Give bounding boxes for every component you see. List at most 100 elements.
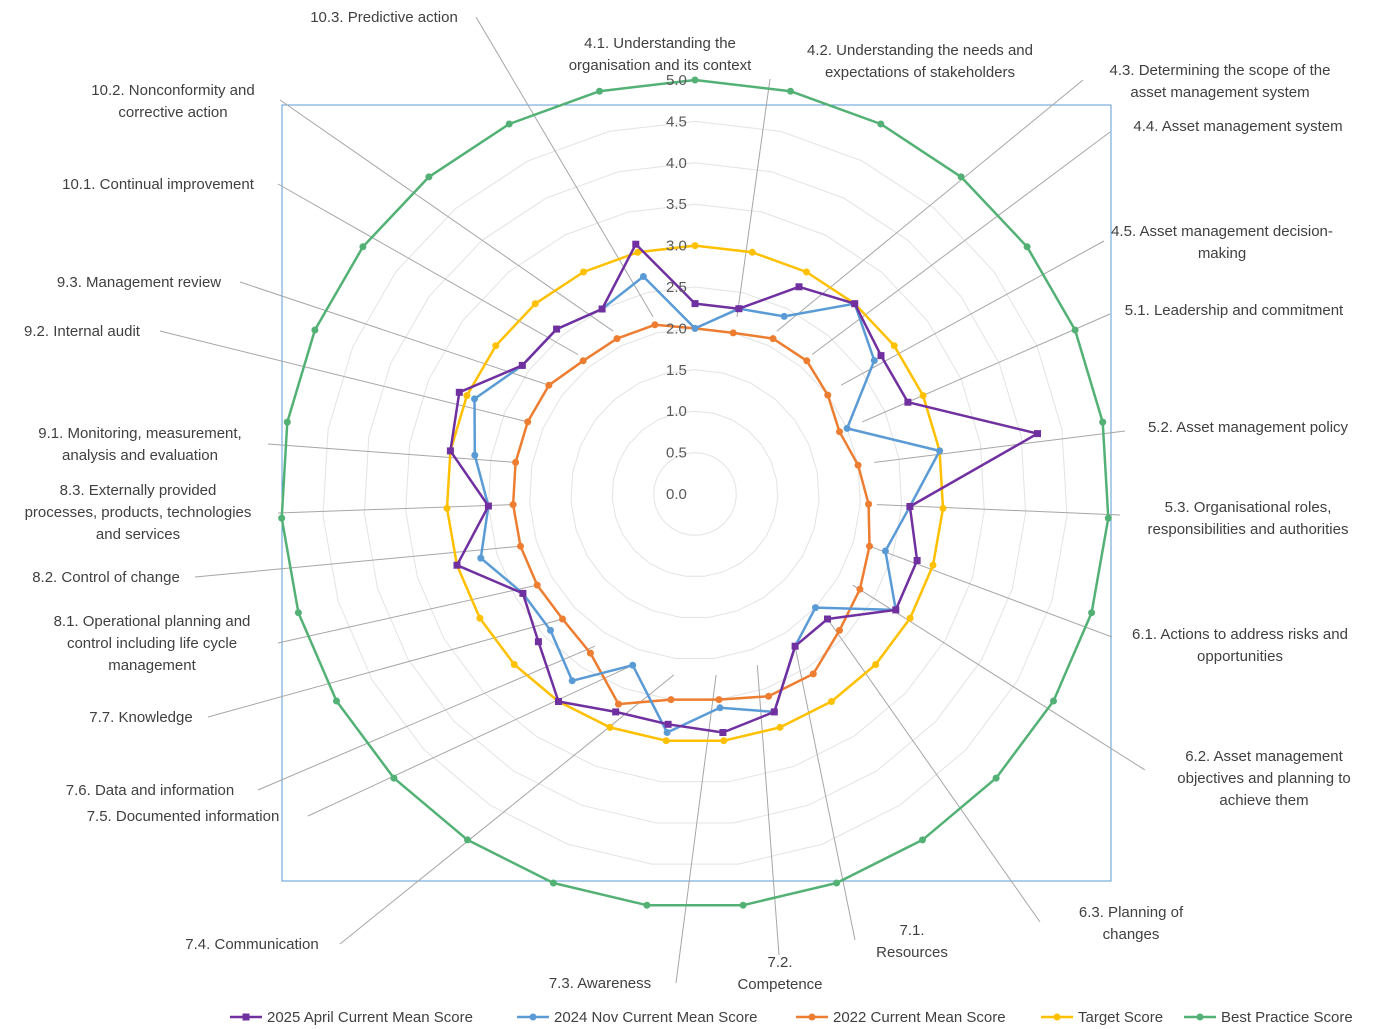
data-point — [836, 626, 843, 634]
category-label-line: 7.5. Documented information — [87, 808, 280, 825]
data-point — [586, 649, 594, 657]
radial-tick-label: 4.5 — [666, 113, 687, 130]
gridline-ring — [611, 410, 779, 577]
gridline-ring — [653, 452, 737, 536]
gridline-ring — [487, 286, 903, 701]
radial-tick-label: 2.5 — [666, 279, 687, 296]
gridline-ring — [322, 120, 1068, 865]
data-point — [464, 836, 471, 844]
data-point — [311, 326, 319, 334]
data-point — [517, 542, 524, 550]
data-point — [547, 626, 554, 634]
category-label-line: 10.2. Nonconformity and — [91, 82, 254, 99]
data-point — [278, 514, 286, 522]
category-label: 10.2. Nonconformity and corrective action — [91, 82, 254, 121]
data-point — [359, 243, 367, 251]
series-line — [511, 323, 871, 706]
data-point — [748, 248, 756, 256]
category-label-line: 4.3. Determining the scope of the — [1110, 62, 1331, 79]
data-point — [471, 451, 479, 459]
category-label: 4.5. Asset management decision-making — [1111, 223, 1333, 262]
data-point — [890, 342, 898, 350]
radar-gridlines — [281, 79, 1109, 906]
data-point — [505, 120, 513, 128]
data-point — [613, 335, 621, 343]
category-label-line: control including life cycle — [67, 635, 237, 652]
data-point — [463, 392, 471, 400]
legend-label: Best Practice Score — [1221, 1009, 1353, 1026]
category-label-line: 6.1. Actions to address risks and — [1132, 626, 1348, 643]
category-label-line: 8.1. Operational planning and — [54, 613, 251, 630]
data-point — [568, 677, 576, 685]
category-label: 9.2. Internal audit — [24, 323, 141, 340]
category-label-line: Competence — [737, 976, 822, 993]
category-label-line: objectives and planning to — [1177, 770, 1350, 787]
data-point — [803, 357, 811, 365]
legend-marker — [1053, 1013, 1061, 1021]
radial-tick-label: 3.0 — [666, 238, 687, 255]
data-point — [729, 329, 737, 337]
radial-tick-label: 0.0 — [666, 486, 687, 503]
radial-tick-label: 0.5 — [666, 445, 687, 462]
data-point — [866, 542, 873, 550]
legend-marker — [242, 1013, 250, 1021]
category-label-line: 8.3. Externally provided — [60, 482, 217, 499]
data-point — [663, 729, 671, 736]
legend-label: 2022 Current Mean Score — [833, 1009, 1006, 1026]
leader-line — [277, 183, 579, 355]
legend-label: 2025 April Current Mean Score — [267, 1009, 473, 1026]
data-point — [691, 300, 699, 308]
data-point — [824, 615, 831, 623]
series-group — [278, 76, 1112, 909]
data-point — [936, 447, 944, 455]
legend-label: Target Score — [1078, 1009, 1163, 1026]
data-point — [919, 836, 926, 844]
data-point — [719, 729, 727, 736]
legend-item: 2025 April Current Mean Score — [230, 1009, 473, 1026]
category-label-line: 7.2. — [767, 954, 792, 971]
data-point — [720, 737, 728, 745]
data-point — [512, 458, 520, 466]
data-point — [856, 585, 864, 593]
legend-item: Best Practice Score — [1184, 1009, 1353, 1026]
category-label: 9.1. Monitoring, measurement, analysis an… — [38, 425, 241, 464]
leader-line — [159, 330, 528, 423]
category-label-line: 4.1. Understanding the — [584, 35, 736, 52]
category-label: 5.3. Organisational roles, responsibiliti… — [1148, 499, 1349, 538]
category-label-line: changes — [1103, 926, 1160, 943]
category-label: 6.3. Planning of changes — [1079, 904, 1184, 943]
data-point — [455, 388, 463, 396]
data-point — [691, 324, 699, 332]
data-point — [1104, 514, 1112, 522]
data-point — [443, 504, 451, 512]
series-line — [445, 244, 945, 742]
leader-line — [862, 313, 1111, 423]
category-label-line: processes, products, technologies — [25, 504, 252, 521]
category-label: 4.4. Asset management system — [1133, 118, 1342, 135]
category-label: 7.1. Resources — [876, 922, 948, 961]
category-label-line: 9.2. Internal audit — [24, 323, 141, 340]
category-labels: 4.1. Understanding the organisation and i… — [24, 9, 1351, 993]
series-line — [280, 78, 1110, 907]
data-point — [667, 696, 675, 704]
category-label-line: 7.3. Awareness — [549, 975, 651, 992]
category-label-line: responsibilities and authorities — [1148, 521, 1349, 538]
radial-tick-label: 1.5 — [666, 362, 687, 379]
radial-tick-label: 5.0 — [666, 72, 687, 89]
category-label: 5.2. Asset management policy — [1148, 419, 1349, 436]
leader-line — [756, 665, 780, 956]
data-point — [809, 670, 817, 678]
data-point — [828, 698, 835, 705]
leader-line — [194, 545, 521, 578]
category-label-line: 6.3. Planning of — [1079, 904, 1184, 921]
data-point — [534, 638, 542, 646]
leader-line — [307, 664, 633, 817]
data-point — [596, 87, 603, 95]
data-point — [545, 381, 553, 389]
category-label-line: 5.2. Asset management policy — [1148, 419, 1349, 436]
data-point — [739, 901, 747, 909]
legend-marker — [808, 1013, 816, 1021]
leader-line — [852, 584, 1146, 771]
data-point — [877, 352, 885, 360]
